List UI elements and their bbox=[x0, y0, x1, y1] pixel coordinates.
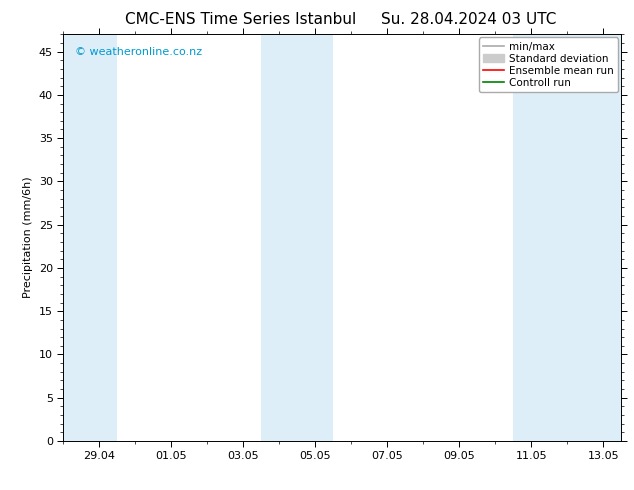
Legend: min/max, Standard deviation, Ensemble mean run, Controll run: min/max, Standard deviation, Ensemble me… bbox=[479, 37, 618, 92]
Text: Su. 28.04.2024 03 UTC: Su. 28.04.2024 03 UTC bbox=[382, 12, 557, 27]
Bar bbox=[514, 34, 621, 441]
Bar bbox=[63, 34, 117, 441]
Text: CMC-ENS Time Series Istanbul: CMC-ENS Time Series Istanbul bbox=[126, 12, 356, 27]
Y-axis label: Precipitation (mm/6h): Precipitation (mm/6h) bbox=[23, 177, 34, 298]
Text: © weatheronline.co.nz: © weatheronline.co.nz bbox=[75, 47, 202, 56]
Bar bbox=[261, 34, 333, 441]
